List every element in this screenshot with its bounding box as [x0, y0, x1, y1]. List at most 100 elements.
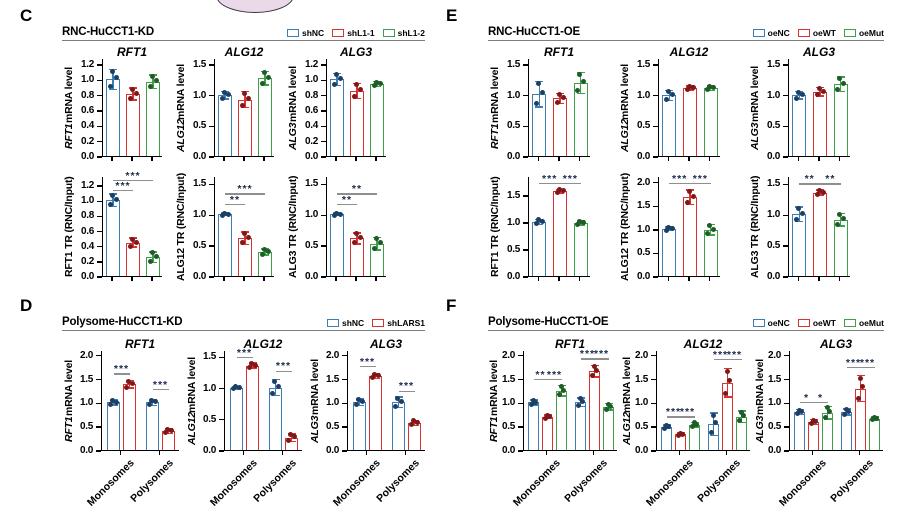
y-tick-mark — [96, 402, 101, 405]
data-point — [165, 426, 170, 432]
data-point — [529, 401, 534, 407]
y-tick-mark — [321, 95, 326, 97]
y-axis-label: ALG12 mRNA level — [618, 59, 632, 157]
data-point — [823, 415, 828, 420]
x-category-label: Polysomes — [695, 457, 743, 505]
significance-line — [680, 416, 695, 418]
subplot: ALG3 TR (RNC/Input) 0.0 0.5 1.0 1.5 ** ** — [748, 174, 850, 289]
bar — [813, 91, 827, 156]
y-tick-mark — [321, 214, 326, 216]
legend-item-label: shNC — [342, 318, 365, 328]
data-point — [149, 73, 155, 79]
y-tick-label: 0.5 — [506, 243, 520, 255]
y-tick-label: 0.0 — [192, 151, 206, 162]
significance-line — [860, 366, 875, 369]
y-tick-mark — [784, 450, 789, 452]
data-point — [292, 434, 297, 440]
data-point — [133, 90, 139, 96]
error-bar-cap — [535, 80, 544, 83]
data-point — [331, 81, 337, 87]
axes-area: 0.0 0.5 1.0 1.5 ** *** — [188, 177, 274, 289]
error-bar — [290, 433, 293, 442]
chart-title: RFT1 — [117, 45, 147, 59]
y-axis-label: ALG3 mRNA level — [286, 59, 300, 157]
y-tick-label: 0.5 — [192, 240, 206, 252]
data-point — [837, 212, 843, 218]
x-tick-mark — [818, 277, 820, 281]
x-tick-mark — [355, 277, 357, 281]
bar — [269, 387, 282, 450]
y-tick-mark — [321, 110, 326, 112]
axes-area: 0.0 0.2 0.4 0.6 0.8 1.0 1.2 — [300, 59, 386, 169]
data-point — [393, 403, 398, 409]
x-category-label: Monosomes — [644, 457, 696, 508]
data-point — [737, 418, 742, 424]
significance-label: *** — [152, 378, 169, 391]
gene-name-italic: ALG3 — [287, 122, 299, 150]
y-tick-label: 0.2 — [80, 135, 94, 147]
legend: oeNC oeWT oeMut — [752, 318, 884, 328]
subplot: RFT1 TR (RNC/Input) 0.0 0.2 0.4 0.6 0.8 1.0 1.2… — [62, 171, 162, 289]
error-bar-cap — [590, 376, 599, 378]
y-tick-mark — [97, 125, 102, 128]
error-bar-cap — [333, 84, 341, 87]
y-tick-mark — [653, 64, 658, 66]
y-tick-mark — [209, 64, 214, 66]
panel-letter: D — [20, 296, 33, 315]
data-point — [820, 88, 826, 94]
significance-line — [359, 365, 376, 368]
bar — [146, 402, 159, 450]
significance-label: *** — [665, 406, 682, 419]
y-tick-label: 1.5 — [304, 178, 318, 190]
legend: oeNC oeWT oeMut — [752, 28, 884, 38]
plot-area: *** *** — [101, 351, 179, 451]
y-tick-mark — [321, 79, 326, 82]
chart-title: ALG12 — [224, 45, 264, 59]
panel-content: RNC-HuCCT1-OE oeNC oeWT oeMut RFT1 RFT1 mRN… — [488, 26, 884, 289]
data-point — [690, 424, 695, 430]
y-axis-label-text: mRNA level — [749, 66, 761, 123]
y-tick-mark — [651, 378, 656, 381]
y-tick-label: 0.0 — [79, 445, 93, 456]
y-tick-label: 0.5 — [79, 421, 93, 433]
plot-area: *** *** — [528, 173, 590, 277]
data-point — [261, 70, 267, 76]
error-bar-cap — [248, 367, 257, 369]
significance-line — [113, 373, 130, 375]
data-point — [554, 99, 560, 105]
error-bar-cap — [261, 254, 269, 256]
significance-label: *** — [115, 179, 131, 192]
data-point — [147, 258, 153, 264]
legend-item-label: oeNC — [767, 28, 790, 38]
data-point — [723, 391, 728, 397]
data-point — [592, 364, 597, 370]
y-tick-mark — [653, 205, 658, 207]
x-tick-mark — [537, 277, 540, 281]
y-axis-label-text: mRNA level — [175, 63, 187, 120]
axes-area: 0.0 0.5 1.0 1.5 ** ** — [762, 174, 850, 289]
data-point — [606, 401, 611, 407]
plot-area: *** *** — [224, 347, 302, 451]
x-tick-mark — [688, 157, 690, 161]
y-tick-mark — [784, 355, 789, 357]
data-point — [739, 409, 744, 415]
y-tick-label: 1.5 — [506, 59, 520, 71]
subplot: ALG3 ALG3 mRNA level 0.0 0.5 1.0 1.5 — [748, 45, 850, 169]
significance-line — [539, 182, 560, 185]
chart-title: RFT1 — [544, 45, 574, 59]
error-bar-cap — [373, 249, 381, 251]
error-bar — [132, 87, 134, 101]
y-tick-label: 1.0 — [192, 89, 206, 101]
y-tick-mark — [97, 215, 102, 218]
chart-body: ALG12 TR (RNC/Input) 0.0 0.5 1.0 1.5 ** *** — [174, 173, 274, 289]
panel-content: Polysome-HuCCT1-KD shNC shLARS1 RFT1 RFT1 … — [62, 316, 425, 508]
data-point — [799, 210, 805, 216]
error-bar-cap — [109, 88, 117, 91]
error-bar — [356, 83, 358, 99]
y-tick-label: 0.6 — [80, 225, 94, 237]
data-point — [357, 87, 363, 93]
y-tick-mark — [784, 426, 789, 428]
y-tick-mark — [321, 276, 326, 278]
error-bar — [413, 420, 416, 426]
